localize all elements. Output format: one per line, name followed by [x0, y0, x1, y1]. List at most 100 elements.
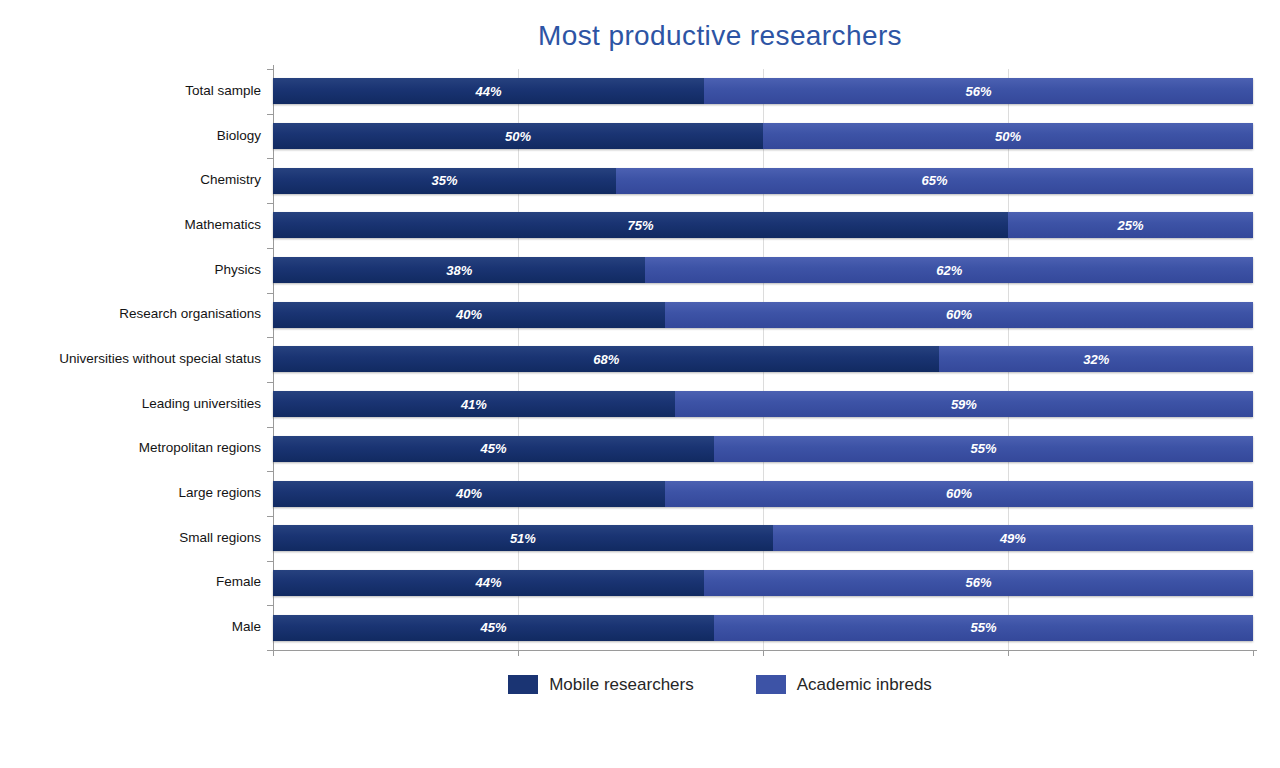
value-label-mobile: 41% [461, 397, 487, 412]
value-label-mobile: 75% [627, 218, 653, 233]
bar-segment-mobile: 45% [273, 615, 714, 641]
bar-segment-mobile: 45% [273, 436, 714, 462]
value-label-mobile: 45% [480, 620, 506, 635]
bar-row: Research organisations 40% 60% [0, 292, 1260, 337]
bar-segment-mobile: 50% [273, 123, 763, 149]
value-label-inbred: 55% [970, 441, 996, 456]
value-label-mobile: 50% [505, 129, 531, 144]
bar-row: Total sample 44% 56% [0, 69, 1260, 114]
row-label: Small regions [0, 531, 273, 546]
row-label: Large regions [0, 486, 273, 501]
row-label: Female [0, 575, 273, 590]
legend-label-inbred: Academic inbreds [797, 675, 932, 695]
x-axis-tick-0 [273, 650, 274, 656]
value-label-inbred: 60% [946, 307, 972, 322]
bar-row: Biology 50% 50% [0, 114, 1260, 159]
value-label-mobile: 35% [431, 173, 457, 188]
bar-track: 41% 59% [273, 391, 1253, 417]
row-label: Leading universities [0, 397, 273, 412]
bar-track: 44% 56% [273, 78, 1253, 104]
bar-track: 44% 56% [273, 570, 1253, 596]
bar-row: Universities without special status 68% … [0, 337, 1260, 382]
bar-track: 45% 55% [273, 436, 1253, 462]
bar-segment-inbred: 56% [704, 78, 1253, 104]
y-axis-tick [267, 650, 273, 651]
row-label: Mathematics [0, 218, 273, 233]
bar-row: Mathematics 75% 25% [0, 203, 1260, 248]
bar-track: 45% 55% [273, 615, 1253, 641]
bar-track: 40% 60% [273, 481, 1253, 507]
bar-segment-inbred: 55% [714, 436, 1253, 462]
legend-swatch-mobile [508, 675, 538, 694]
value-label-inbred: 32% [1083, 352, 1109, 367]
bar-track: 35% 65% [273, 168, 1253, 194]
value-label-mobile: 45% [480, 441, 506, 456]
value-label-mobile: 51% [510, 531, 536, 546]
bar-segment-mobile: 41% [273, 391, 675, 417]
bar-segment-mobile: 40% [273, 302, 665, 328]
bar-rows: Total sample 44% 56% Biology 50% 50% Che… [0, 69, 1260, 650]
row-label: Male [0, 620, 273, 635]
bar-track: 75% 25% [273, 212, 1253, 238]
bar-segment-inbred: 25% [1008, 212, 1253, 238]
value-label-mobile: 44% [476, 84, 502, 99]
row-label: Metropolitan regions [0, 441, 273, 456]
legend-swatch-inbred [756, 675, 786, 694]
value-label-mobile: 38% [446, 263, 472, 278]
bar-segment-mobile: 38% [273, 257, 645, 283]
bar-segment-mobile: 44% [273, 570, 704, 596]
value-label-inbred: 65% [921, 173, 947, 188]
value-label-mobile: 40% [456, 486, 482, 501]
value-label-inbred: 56% [966, 84, 992, 99]
bar-row: Large regions 40% 60% [0, 471, 1260, 516]
bar-track: 68% 32% [273, 346, 1253, 372]
x-axis-tick-100 [1253, 650, 1254, 656]
value-label-inbred: 62% [936, 263, 962, 278]
row-label: Universities without special status [0, 352, 273, 367]
value-label-inbred: 56% [966, 575, 992, 590]
bar-segment-mobile: 44% [273, 78, 704, 104]
bar-segment-inbred: 62% [645, 257, 1253, 283]
bar-segment-inbred: 55% [714, 615, 1253, 641]
bar-track: 51% 49% [273, 525, 1253, 551]
chart-page: Most productive researchers Total sample… [0, 20, 1280, 695]
bar-segment-mobile: 51% [273, 525, 773, 551]
row-label: Total sample [0, 84, 273, 99]
bar-segment-mobile: 75% [273, 212, 1008, 238]
legend-item-mobile: Mobile researchers [508, 675, 694, 695]
bar-segment-mobile: 40% [273, 481, 665, 507]
bar-segment-mobile: 35% [273, 168, 616, 194]
bar-row: Chemistry 35% 65% [0, 158, 1260, 203]
bar-segment-inbred: 60% [665, 481, 1253, 507]
value-label-inbred: 59% [951, 397, 977, 412]
x-axis-tick-50 [763, 650, 764, 656]
x-axis-tick-75 [1008, 650, 1009, 656]
bar-row: Small regions 51% 49% [0, 516, 1260, 561]
bar-row: Metropolitan regions 45% 55% [0, 427, 1260, 472]
bar-track: 40% 60% [273, 302, 1253, 328]
chart-title: Most productive researchers [0, 20, 1280, 52]
bar-segment-inbred: 32% [939, 346, 1253, 372]
legend-label-mobile: Mobile researchers [549, 675, 694, 695]
legend: Mobile researchers Academic inbreds [0, 675, 1280, 695]
value-label-mobile: 40% [456, 307, 482, 322]
value-label-mobile: 44% [476, 575, 502, 590]
bar-segment-inbred: 65% [616, 168, 1253, 194]
row-label: Research organisations [0, 307, 273, 322]
bar-track: 50% 50% [273, 123, 1253, 149]
bar-segment-inbred: 59% [675, 391, 1253, 417]
value-label-inbred: 25% [1117, 218, 1143, 233]
stacked-bar-chart: Total sample 44% 56% Biology 50% 50% Che… [0, 69, 1260, 650]
bar-segment-inbred: 60% [665, 302, 1253, 328]
value-label-mobile: 68% [593, 352, 619, 367]
row-label: Physics [0, 263, 273, 278]
value-label-inbred: 50% [995, 129, 1021, 144]
bar-row: Male 45% 55% [0, 605, 1260, 650]
value-label-inbred: 49% [1000, 531, 1026, 546]
value-label-inbred: 60% [946, 486, 972, 501]
bar-segment-inbred: 49% [773, 525, 1253, 551]
row-label: Chemistry [0, 173, 273, 188]
bar-row: Physics 38% 62% [0, 248, 1260, 293]
bar-row: Leading universities 41% 59% [0, 382, 1260, 427]
row-label: Biology [0, 129, 273, 144]
